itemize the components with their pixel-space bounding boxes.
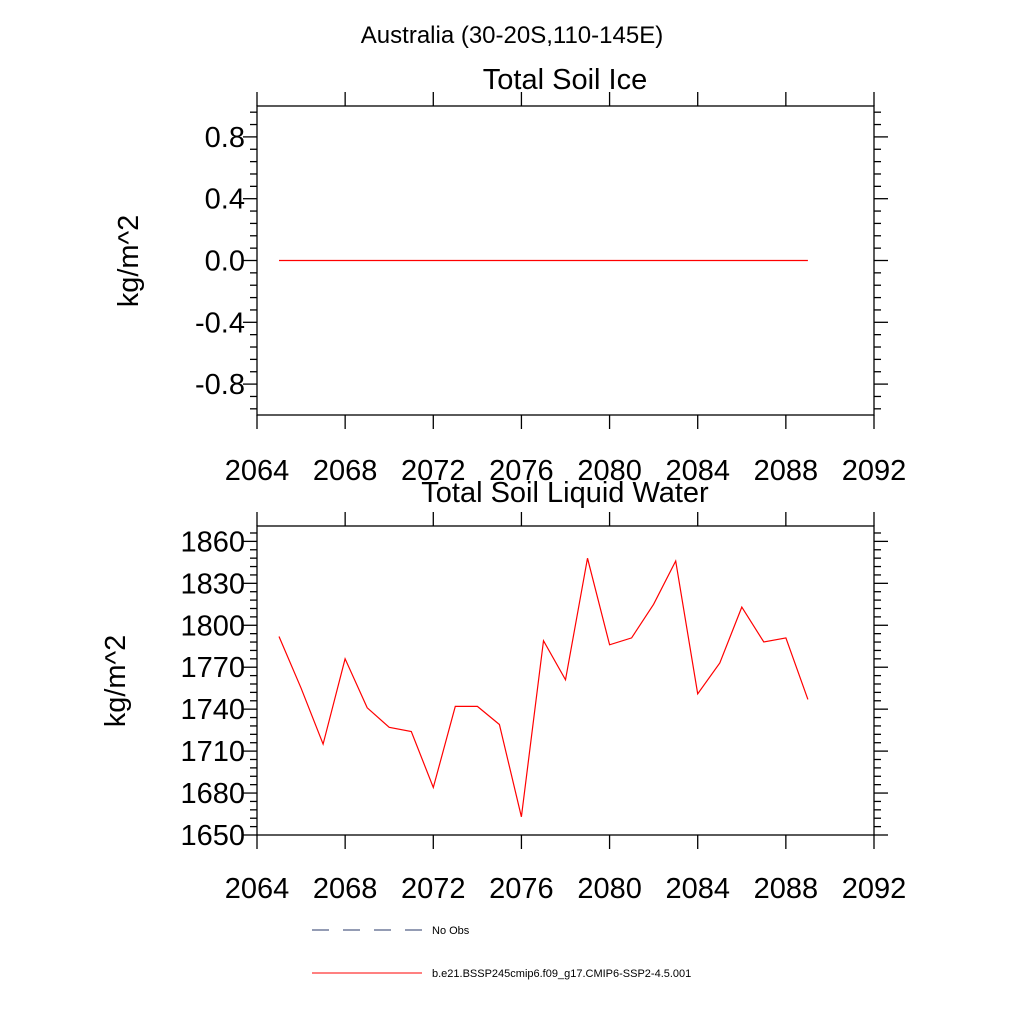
soil-ice-ytick-label: -0.4 bbox=[195, 307, 245, 339]
soil-ice-ytick-label: 0.8 bbox=[205, 122, 245, 154]
soil-ice-xtick-label: 2084 bbox=[665, 455, 730, 487]
soil-ice-xtick-label: 2072 bbox=[401, 455, 466, 487]
soil-liquid-water-ytick-label: 1770 bbox=[180, 652, 245, 684]
soil-liquid-water-title: Total Soil Liquid Water bbox=[421, 477, 709, 509]
soil-liquid-water-plot-frame bbox=[256, 525, 875, 836]
soil-ice-ticks bbox=[243, 92, 888, 429]
soil-liquid-water-ticks bbox=[243, 512, 888, 849]
soil-liquid-water-series-line bbox=[278, 558, 809, 817]
soil-liquid-water-series bbox=[278, 558, 809, 817]
soil-ice-xtick-label: 2088 bbox=[754, 455, 819, 487]
soil-liquid-water-ytick-label: 1680 bbox=[180, 778, 245, 810]
soil-ice-ylabel: kg/m^2 bbox=[113, 215, 145, 308]
soil-ice-title: Total Soil Ice bbox=[483, 64, 647, 96]
soil-liquid-water-ytick-label: 1710 bbox=[180, 736, 245, 768]
soil-liquid-water-ytick-label: 1800 bbox=[180, 610, 245, 642]
soil-liquid-water-xtick-label: 2092 bbox=[842, 873, 907, 905]
soil-liquid-water-tick-labels: 2064 2068 2072 2076 2080 2084 2088 2092 1650 1680… bbox=[180, 526, 906, 905]
soil-ice-xtick-label: 2080 bbox=[577, 455, 642, 487]
soil-liquid-water-ytick-label: 1860 bbox=[180, 526, 245, 558]
soil-ice-xtick-label: 2092 bbox=[842, 455, 907, 487]
legend: No Obs b.e21.BSSP245cmip6.f09_g17.CMIP6-… bbox=[312, 925, 691, 980]
soil-liquid-water-ytick-label: 1740 bbox=[180, 694, 245, 726]
soil-liquid-water-xtick-label: 2080 bbox=[577, 873, 642, 905]
soil-liquid-water-xtick-label: 2076 bbox=[489, 873, 554, 905]
soil-liquid-water-xtick-label: 2072 bbox=[401, 873, 466, 905]
soil-ice-ytick-label: 0.0 bbox=[205, 246, 245, 278]
soil-liquid-water-xtick-label: 2064 bbox=[225, 873, 290, 905]
legend-no-obs-label: No Obs bbox=[432, 925, 470, 937]
soil-ice-tick-labels: 2064 2068 2072 2076 2080 2084 2088 2092 -0.8 -0.4… bbox=[195, 122, 906, 487]
soil-liquid-water-ytick-label: 1830 bbox=[180, 568, 245, 600]
soil-liquid-water-ytick-label: 1650 bbox=[180, 820, 245, 852]
soil-liquid-water-xtick-label: 2088 bbox=[754, 873, 819, 905]
soil-ice-xtick-label: 2068 bbox=[313, 455, 378, 487]
soil-liquid-water-xtick-label: 2068 bbox=[313, 873, 378, 905]
soil-ice-ytick-label: 0.4 bbox=[205, 184, 245, 216]
soil-ice-xtick-label: 2076 bbox=[489, 455, 554, 487]
soil-liquid-water-ylabel: kg/m^2 bbox=[100, 635, 132, 728]
legend-model-label: b.e21.BSSP245cmip6.f09_g17.CMIP6-SSP2-4.… bbox=[432, 968, 691, 980]
soil-liquid-water-xtick-label: 2084 bbox=[665, 873, 730, 905]
page-title: Australia (30-20S,110-145E) bbox=[361, 22, 663, 49]
soil-ice-ytick-label: -0.8 bbox=[195, 369, 245, 401]
soil-ice-panel: Total Soil Ice kg/m^2 2064 2068 2072 2076 20… bbox=[113, 64, 906, 487]
soil-liquid-water-panel: Total Soil Liquid Water kg/m^2 2064 2068 2… bbox=[100, 477, 906, 905]
soil-ice-plot-frame bbox=[256, 105, 875, 416]
soil-ice-xtick-label: 2064 bbox=[225, 455, 290, 487]
